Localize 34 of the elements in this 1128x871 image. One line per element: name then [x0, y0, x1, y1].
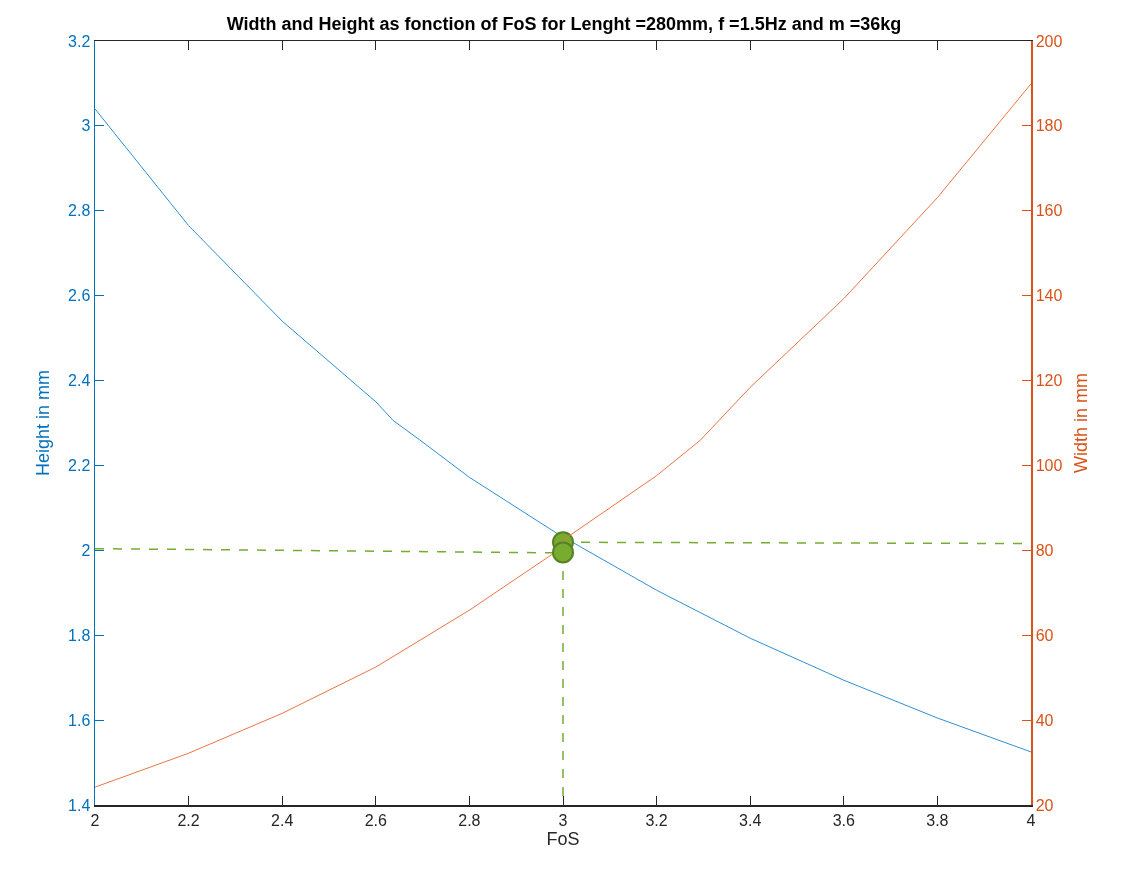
y2-tick-label: 120: [1035, 372, 1063, 390]
x-tick-label: 3.8: [926, 811, 949, 829]
x-tick-label: 4: [1026, 811, 1036, 829]
x-tick-label: 2.2: [177, 811, 200, 829]
y2-tick-label: 40: [1035, 711, 1054, 729]
y-tick-label: 3: [81, 117, 91, 135]
y-tick-label: 2.4: [68, 372, 91, 390]
y2-axis-title: Width in mm: [1070, 372, 1091, 474]
y-tick-label: 2: [81, 541, 91, 559]
x-tick-label: 2.6: [364, 811, 388, 829]
x-tick-label: 2.8: [458, 811, 481, 829]
y2-tick-label: 160: [1035, 202, 1063, 220]
y2-tick-label: 80: [1035, 541, 1054, 559]
y2-tick-label: 200: [1035, 32, 1063, 50]
y-tick-label: 1.6: [68, 711, 91, 729]
x-tick-label: 3.2: [645, 811, 668, 829]
x-axis-title: FoS: [546, 828, 580, 849]
y2-tick-label: 60: [1035, 626, 1054, 644]
y2-tick-label: 180: [1035, 117, 1063, 135]
chart-title: Width and Height as fonction of FoS for Lenght =280mm, f =1.5Hz and m =36kg: [226, 14, 902, 35]
y-tick-label: 1.4: [68, 796, 91, 814]
y2-tick-label: 20: [1035, 796, 1054, 814]
y-tick-label: 1.8: [68, 626, 91, 644]
y-tick-label: 3.2: [68, 32, 91, 50]
y-axis-title: Height in mm: [32, 369, 53, 477]
x-tick-label: 3.6: [832, 811, 856, 829]
y2-tick-label: 100: [1035, 457, 1063, 475]
x-tick-label: 2.4: [271, 811, 294, 829]
y-tick-label: 2.2: [68, 457, 91, 475]
y-tick-label: 2.6: [68, 287, 91, 305]
x-tick-label: 3.4: [739, 811, 762, 829]
y2-tick-label: 140: [1035, 287, 1063, 305]
y-tick-label: 2.8: [68, 202, 91, 220]
x-tick-label: 3: [558, 811, 568, 829]
